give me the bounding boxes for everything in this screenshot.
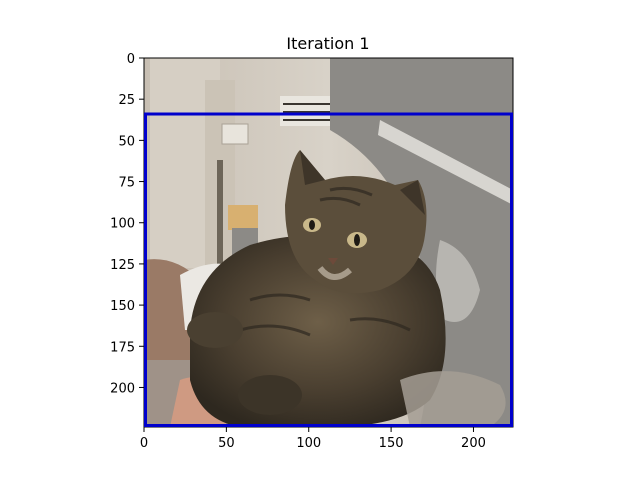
x-tick-label: 150 (379, 436, 404, 451)
y-tick-label: 25 (118, 93, 135, 108)
x-tick-label: 100 (296, 436, 321, 451)
y-tick-label: 125 (110, 258, 135, 273)
chart-title: Iteration 1 (286, 34, 369, 53)
x-axis: 0 50 100 150 200 (140, 427, 486, 451)
x-tick-label: 0 (140, 436, 148, 451)
y-tick-label: 175 (110, 340, 135, 355)
y-tick-label: 100 (110, 217, 135, 232)
y-tick-label: 0 (127, 52, 135, 67)
y-tick-label: 150 (110, 299, 135, 314)
x-tick-label: 200 (461, 436, 486, 451)
y-tick-label: 200 (110, 381, 135, 396)
cat-photo (144, 58, 513, 427)
y-axis: 0 25 50 75 100 125 150 175 200 (110, 52, 144, 396)
bounding-box (144, 112, 513, 427)
y-tick-label: 50 (118, 134, 135, 149)
x-tick-label: 50 (218, 436, 235, 451)
y-tick-label: 75 (118, 176, 135, 191)
